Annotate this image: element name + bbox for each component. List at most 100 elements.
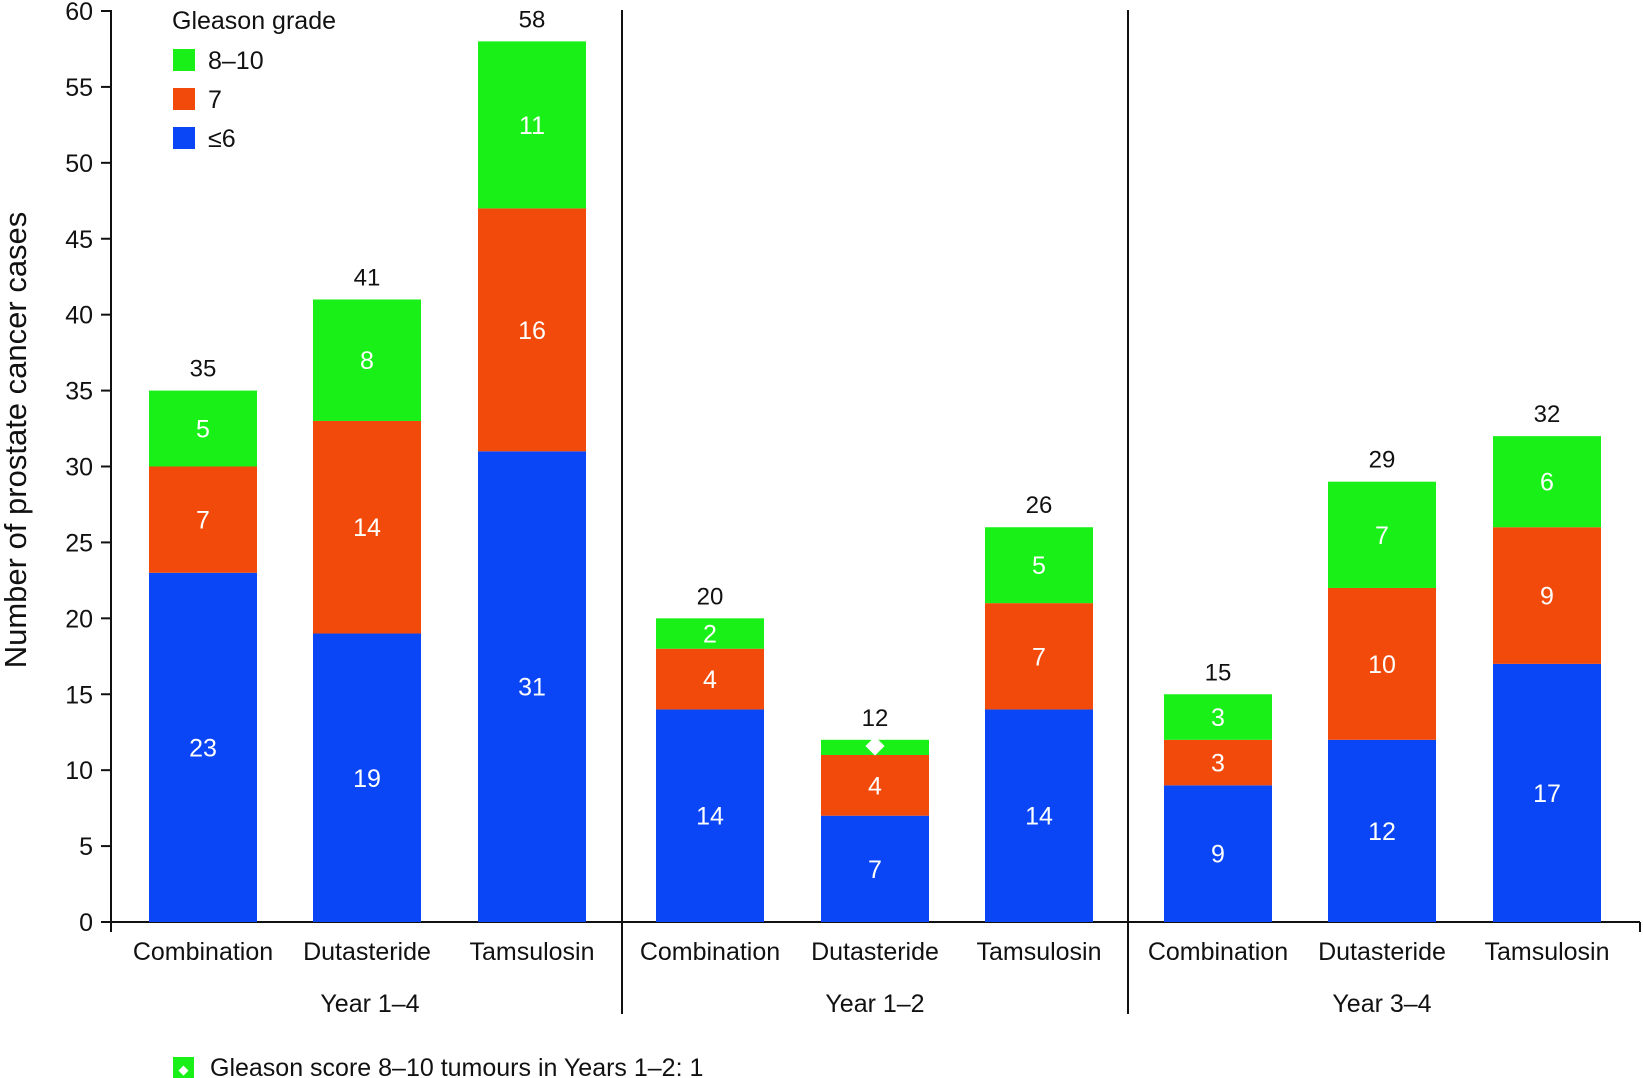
bar-segment (985, 603, 1093, 710)
y-tick-label: 0 (79, 909, 93, 937)
category-label: Dutasteride (303, 938, 431, 966)
bar-segment (1328, 481, 1436, 588)
segment-value-label: 8 (360, 347, 374, 375)
bar-segment (985, 709, 1093, 922)
y-tick-label: 25 (65, 529, 93, 557)
segment-value-label: 7 (1032, 643, 1046, 671)
segment-value-label: 11 (519, 112, 545, 140)
bar-segment (1164, 739, 1272, 786)
bar-total-label: 20 (697, 583, 724, 610)
bar-segment (1328, 587, 1436, 740)
bar-total-label: 32 (1534, 401, 1561, 428)
bar-total-label: 26 (1026, 492, 1053, 519)
bar-segment (313, 420, 421, 634)
category-label: Combination (1148, 938, 1288, 966)
y-tick-label: 10 (65, 757, 93, 785)
footnote-swatch (173, 1057, 194, 1078)
bar-segment (656, 618, 764, 649)
bar-segment (1493, 527, 1601, 664)
y-tick-label: 60 (65, 0, 93, 26)
category-label: Dutasteride (811, 938, 939, 966)
bar-segment (313, 633, 421, 922)
segment-value-label: 7 (196, 507, 210, 535)
bar-segment (149, 466, 257, 573)
bar-segment (313, 299, 421, 421)
y-tick-label: 50 (65, 150, 93, 178)
bar-segment (478, 41, 586, 209)
group-label: Year 1–4 (320, 990, 419, 1018)
y-tick-label: 55 (65, 74, 93, 102)
bar-segment (821, 739, 929, 755)
group-label: Year 3–4 (1332, 990, 1431, 1018)
segment-value-label: 7 (868, 856, 882, 884)
y-tick-label: 20 (65, 605, 93, 633)
legend-swatch-8-10 (173, 49, 195, 71)
segment-value-label: 19 (353, 765, 381, 793)
segment-value-label: 10 (1368, 651, 1396, 679)
bar-total-label: 15 (1205, 659, 1232, 686)
segment-value-label: 5 (196, 416, 210, 444)
bar-segment (1493, 436, 1601, 528)
segment-value-label: 3 (1211, 750, 1225, 778)
bars (149, 41, 1601, 922)
segment-value-label: 9 (1540, 583, 1554, 611)
footnote: ◆ Gleason score 8–10 tumours in Years 1–… (173, 1054, 703, 1078)
category-label: Combination (640, 938, 780, 966)
legend-label-7: 7 (208, 86, 222, 114)
y-tick-label: 45 (65, 226, 93, 254)
labels: 051015202530354045505560237535Combinatio… (65, 0, 1609, 1018)
bar-segment (149, 572, 257, 922)
segment-value-label: 12 (1368, 818, 1396, 846)
segment-value-label: 3 (1211, 704, 1225, 732)
segment-value-label: 4 (868, 772, 882, 800)
segment-value-label: ◆ (865, 730, 885, 758)
segment-value-label: 5 (1032, 552, 1046, 580)
bar-segment (656, 709, 764, 922)
legend-label-8-10: 8–10 (208, 47, 264, 75)
bar-segment (1164, 785, 1272, 922)
bar-segment (149, 390, 257, 467)
segment-value-label: 31 (518, 674, 546, 702)
segment-value-label: 14 (353, 514, 381, 542)
bar-segment (821, 754, 929, 816)
bar-segment (478, 451, 586, 922)
bar-segment (1164, 694, 1272, 740)
y-tick-label: 15 (65, 681, 93, 709)
footnote-marker: ◆ (179, 1062, 189, 1077)
segment-value-label: 9 (1211, 841, 1225, 869)
segment-value-label: 14 (1025, 803, 1053, 831)
category-label: Tamsulosin (976, 938, 1101, 966)
bar-total-label: 58 (519, 6, 546, 33)
y-tick-label: 5 (79, 833, 93, 861)
segment-value-label: 2 (703, 621, 717, 649)
segment-value-label: 6 (1540, 469, 1554, 497)
legend-title: Gleason grade (172, 7, 336, 35)
legend-label-le6: ≤6 (208, 125, 236, 153)
category-label: Combination (133, 938, 273, 966)
bar-total-label: 35 (190, 356, 217, 383)
bar-segment (985, 527, 1093, 604)
y-tick-label: 30 (65, 454, 93, 482)
bar-segment (821, 815, 929, 922)
footnote-text: Gleason score 8–10 tumours in Years 1–2:… (210, 1054, 703, 1078)
category-label: Tamsulosin (469, 938, 594, 966)
y-tick-label: 40 (65, 302, 93, 330)
segment-value-label: 7 (1375, 522, 1389, 550)
segment-value-label: 14 (696, 803, 724, 831)
y-tick-label: 35 (65, 378, 93, 406)
y-axis-label: Number of prostate cancer cases (0, 212, 33, 669)
bar-total-label: 12 (862, 705, 889, 732)
bar-total-label: 41 (354, 264, 381, 291)
legend-swatch-le6 (173, 127, 195, 149)
legend-swatch-7 (173, 88, 195, 110)
legend: Gleason grade 8–10 7 ≤6 (172, 7, 336, 153)
category-label: Tamsulosin (1484, 938, 1609, 966)
bar-segment (1493, 663, 1601, 922)
bar-total-label: 29 (1369, 447, 1396, 474)
segment-value-label: 23 (189, 734, 217, 762)
bar-segment (656, 648, 764, 710)
bar-segment (1328, 739, 1436, 922)
bar-segment (478, 208, 586, 452)
segment-value-label: 4 (703, 666, 717, 694)
